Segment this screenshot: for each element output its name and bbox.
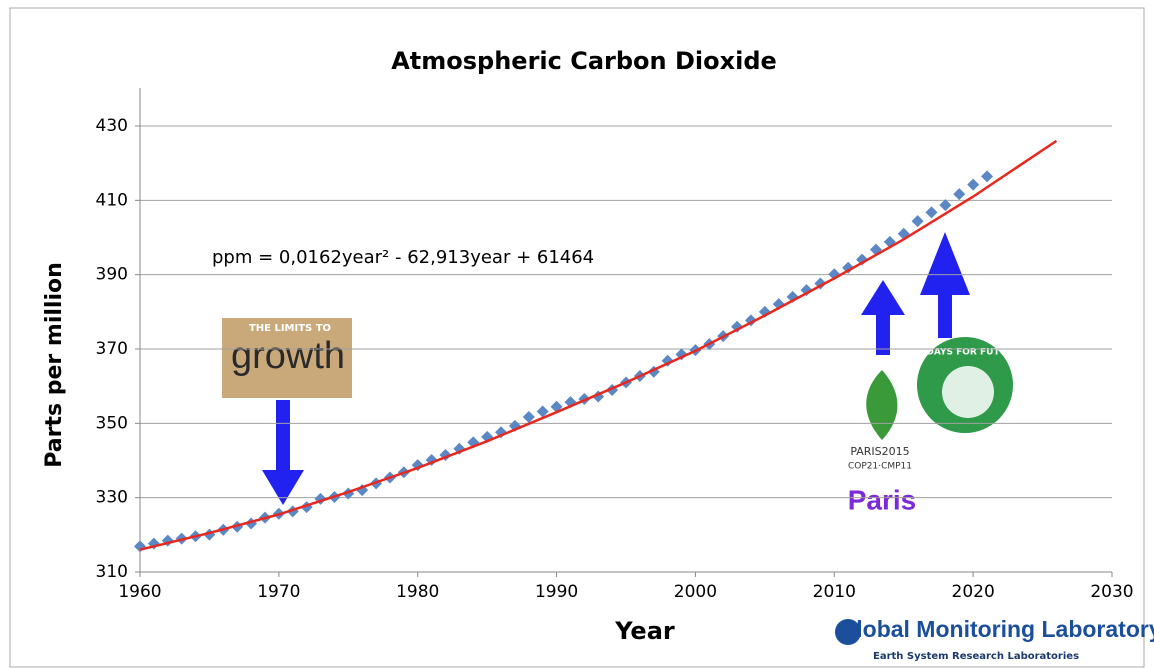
x-tick-label: 1970 xyxy=(257,582,300,602)
book-cover xyxy=(222,318,352,398)
y-tick-label: 310 xyxy=(96,562,128,582)
data-point xyxy=(953,188,966,201)
data-point xyxy=(731,320,744,333)
y-tick-label: 410 xyxy=(96,190,128,210)
paris-label: Paris xyxy=(848,484,917,515)
chart-title: Atmospheric Carbon Dioxide xyxy=(391,47,777,75)
y-tick-label: 430 xyxy=(96,116,128,136)
arrow xyxy=(920,232,970,338)
x-tick-label: 1960 xyxy=(118,582,161,602)
x-tick-label: 2000 xyxy=(674,582,717,602)
data-point xyxy=(911,215,924,228)
x-tick-label: 2030 xyxy=(1090,582,1133,602)
x-tick-label: 1990 xyxy=(535,582,578,602)
y-tick-label: 350 xyxy=(96,413,128,433)
arrow xyxy=(861,280,905,355)
fridays-logo-text: FRIDAYS FOR FUTURE xyxy=(910,348,1020,358)
data-point xyxy=(522,411,535,424)
data-point xyxy=(245,517,258,530)
data-point xyxy=(842,261,855,274)
y-axis-label: Parts per million xyxy=(42,262,67,468)
data-point xyxy=(967,178,980,191)
data-point xyxy=(939,199,952,212)
trend-line xyxy=(139,139,1058,551)
equation: ppm = 0,0162year² - 62,913year + 61464 xyxy=(212,247,594,268)
book-word: growth xyxy=(231,335,345,377)
source: Global Monitoring Laboratory xyxy=(838,616,1154,642)
x-tick-label: 2010 xyxy=(813,582,856,602)
y-tick-label: 390 xyxy=(96,265,128,285)
paris-logo xyxy=(866,370,898,440)
data-point xyxy=(856,253,869,266)
data-point xyxy=(981,170,994,183)
arrow xyxy=(262,400,304,505)
x-tick-label: 1980 xyxy=(396,582,439,602)
fridays-globe xyxy=(942,366,994,418)
data-point xyxy=(925,206,938,219)
data-point xyxy=(800,284,813,297)
y-tick-label: 330 xyxy=(96,488,128,508)
x-axis-label: Year xyxy=(614,617,675,645)
y-tick-label: 370 xyxy=(96,339,128,359)
chart-frame xyxy=(9,7,1145,668)
source-subtitle: Earth System Research Laboratories xyxy=(873,651,1079,662)
paris-logo-text: PARIS2015 xyxy=(850,445,909,458)
book-title: THE LIMITS TO xyxy=(249,323,331,334)
gml-logo xyxy=(835,619,861,645)
data-point xyxy=(536,405,549,418)
cop-logo-text: COP21·CMP11 xyxy=(848,462,912,472)
x-tick-label: 2020 xyxy=(952,582,995,602)
